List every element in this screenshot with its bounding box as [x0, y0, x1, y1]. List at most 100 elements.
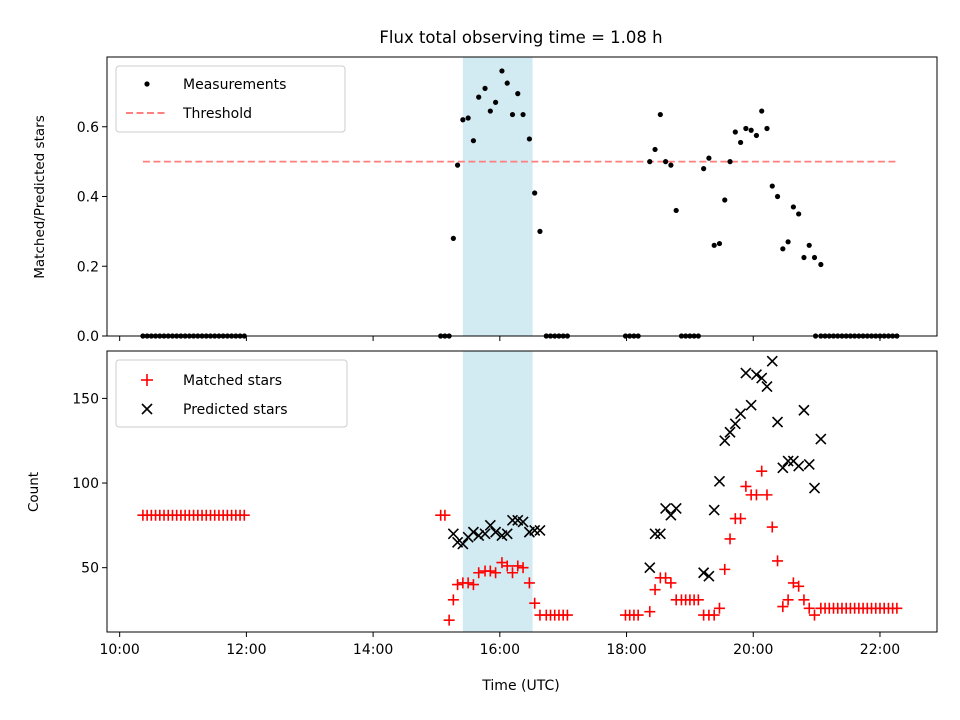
- predicted-star-point: [766, 355, 778, 367]
- matched-star-point: [761, 489, 773, 501]
- measurement-point: [759, 108, 765, 114]
- measurement-point: [796, 211, 802, 217]
- measurement-point: [509, 111, 516, 118]
- predicted-star-point: [490, 526, 502, 538]
- measurement-point: [706, 155, 712, 161]
- predicted-star-point: [708, 504, 720, 516]
- measurement-point: [470, 138, 477, 144]
- predicted-star-point: [724, 426, 736, 438]
- matched-star-point: [467, 579, 479, 591]
- matched-star-point: [443, 614, 455, 626]
- measurement-point: [701, 166, 707, 172]
- predicted-star-point: [501, 528, 513, 540]
- matched-star-point: [809, 609, 821, 621]
- top-highlight-span: [462, 57, 533, 336]
- measurement-point: [711, 242, 717, 248]
- matched-star-point: [713, 602, 725, 614]
- measurement-point: [454, 162, 461, 168]
- matched-star-point: [766, 521, 778, 533]
- measurement-point: [753, 132, 760, 139]
- predicted-star-point: [670, 502, 682, 514]
- matched-star-point: [523, 577, 535, 589]
- matched-star-point: [777, 601, 789, 613]
- x-tick-label: 14:00: [353, 642, 393, 658]
- matched-star-point: [708, 609, 720, 621]
- measurement-point: [811, 254, 818, 261]
- predicted-star-point: [473, 529, 485, 542]
- predicted-star-point: [761, 380, 773, 393]
- legend-matched-marker: [141, 374, 153, 386]
- measurement-point: [806, 242, 812, 248]
- predicted-star-point: [457, 538, 469, 550]
- matched-star-point: [529, 597, 541, 609]
- measurement-point: [460, 117, 466, 123]
- predicted-star-point: [750, 369, 762, 381]
- measurement-point: [487, 108, 493, 114]
- measurement-point: [780, 246, 786, 252]
- predicted-star-point: [815, 433, 827, 445]
- matched-star-point: [501, 560, 513, 572]
- y-tick-label: 0.4: [77, 190, 99, 206]
- measurement-point: [668, 162, 674, 168]
- measurement-point: [716, 240, 723, 247]
- top-panel: 0.0 0.2 0.4 0.6 Matched/Predicted stars Mea…: [32, 56, 938, 345]
- matched-star-point: [473, 567, 485, 579]
- matched-star-point: [719, 563, 731, 575]
- matched-star-point: [517, 562, 529, 574]
- matched-star-point: [649, 584, 661, 596]
- measurement-point: [785, 239, 791, 245]
- measurement-point: [673, 207, 679, 214]
- measurement-point: [818, 261, 824, 268]
- predicted-star-point: [506, 514, 519, 526]
- matched-star-point: [439, 509, 451, 521]
- predicted-star-point: [803, 458, 815, 470]
- predicted-star-point: [447, 528, 459, 540]
- matched-star-point: [632, 609, 644, 621]
- measurement-point: [801, 254, 807, 261]
- predicted-star-point: [777, 462, 789, 474]
- bottom-panel: 50 100 150 10:00 12:00 14:00 16:00 18:00 20:00 2…: [26, 350, 938, 694]
- legend-measurements-label: Measurements: [183, 77, 286, 93]
- predicted-star-point: [517, 516, 529, 528]
- legend-threshold-label: Threshold: [182, 106, 252, 122]
- measurement-point: [537, 228, 543, 234]
- predicted-star-point: [479, 528, 491, 540]
- matched-star-point: [665, 577, 677, 589]
- measurement-point: [774, 193, 781, 200]
- predicted-star-point: [654, 528, 666, 540]
- matched-star-point: [803, 602, 815, 614]
- legend-predicted-label: Predicted stars: [183, 402, 288, 418]
- measurement-point: [504, 80, 510, 86]
- matched-star-point: [692, 594, 704, 606]
- matched-star-point: [782, 594, 794, 606]
- matched-star-point: [484, 565, 496, 577]
- matched-star-point: [512, 560, 524, 572]
- measurement-point: [663, 159, 669, 165]
- measurement-point: [482, 85, 488, 91]
- bottom-plot-frame: [106, 350, 938, 633]
- measurement-point: [769, 183, 775, 189]
- matched-star-point: [490, 567, 502, 579]
- matched-star-point: [724, 533, 736, 545]
- matched-star-point: [891, 602, 903, 614]
- predicted-star-point: [644, 562, 656, 574]
- matched-star-point: [756, 465, 768, 477]
- matched-star-point: [798, 594, 810, 606]
- predicted-star-point: [745, 399, 757, 411]
- y-tick-label: 50: [81, 561, 99, 577]
- predicted-star-point: [529, 524, 541, 536]
- predicted-star-point: [703, 570, 715, 582]
- legend-matched-label: Matched stars: [183, 373, 282, 389]
- measurement-point: [647, 159, 653, 165]
- measurement-point: [652, 146, 658, 153]
- measurement-point: [764, 125, 770, 132]
- predicted-star-point: [713, 475, 726, 487]
- y-tick-label: 0.2: [77, 259, 99, 275]
- predicted-star-point: [719, 435, 731, 447]
- x-tick-label: 22:00: [860, 642, 900, 658]
- x-tick-label: 20:00: [733, 642, 773, 658]
- legend-measurements-marker: [144, 81, 150, 87]
- matched-star-point: [452, 579, 464, 591]
- top-y-axis-label: Matched/Predicted stars: [32, 115, 48, 278]
- predicted-star-point: [808, 482, 821, 494]
